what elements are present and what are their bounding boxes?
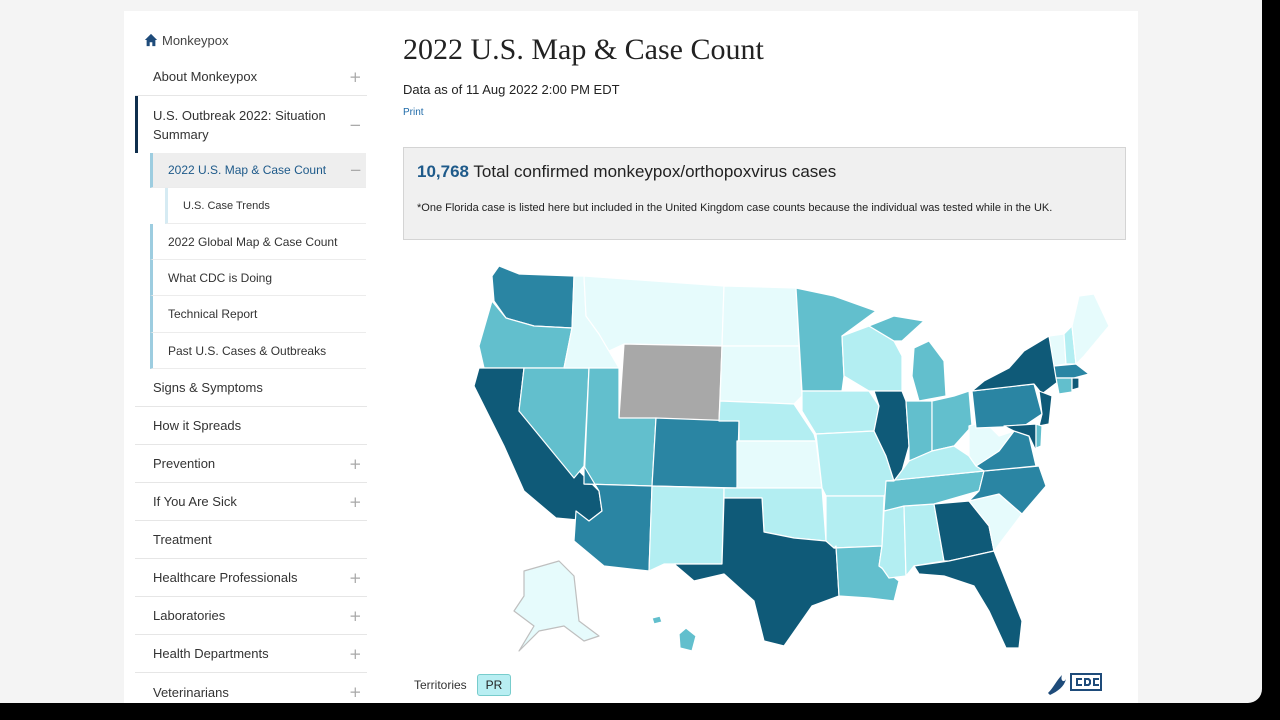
sidebar-item-health-departments[interactable]: Health Departments + bbox=[135, 635, 367, 673]
state-pa[interactable] bbox=[971, 383, 1043, 429]
case-summary-box: 10,768 Total confirmed monkeypox/orthopo… bbox=[403, 147, 1126, 240]
sidebar-subitem-global-map[interactable]: 2022 Global Map & Case Count bbox=[150, 224, 366, 260]
sidebar-item-treatment[interactable]: Treatment bbox=[135, 521, 367, 559]
plus-icon[interactable]: + bbox=[349, 683, 362, 701]
sidebar-subitem-us-map[interactable]: 2022 U.S. Map & Case Count − bbox=[150, 153, 366, 188]
sidebar-item-prevention[interactable]: Prevention + bbox=[135, 445, 367, 483]
state-sd[interactable] bbox=[719, 345, 803, 405]
sidebar-item-label: Health Departments bbox=[153, 646, 269, 661]
sidebar-item-label: If You Are Sick bbox=[153, 494, 237, 509]
sidebar-item-label: What CDC is Doing bbox=[168, 270, 273, 285]
sidebar-item-about[interactable]: About Monkeypox + bbox=[135, 58, 367, 96]
sidebar-item-label: Healthcare Professionals bbox=[153, 570, 298, 585]
sidebar-subitem-technical-report[interactable]: Technical Report bbox=[150, 296, 366, 333]
state-nd[interactable] bbox=[721, 285, 800, 347]
state-ri[interactable] bbox=[1071, 377, 1080, 391]
state-mt[interactable] bbox=[583, 275, 725, 352]
sidebar-subitem-cdc-doing[interactable]: What CDC is Doing bbox=[150, 260, 366, 296]
sidebar-item-veterinarians[interactable]: Veterinarians + bbox=[135, 673, 367, 703]
state-me[interactable] bbox=[1071, 293, 1110, 365]
state-mi[interactable] bbox=[911, 340, 947, 402]
state-ny[interactable] bbox=[971, 335, 1060, 395]
sidebar-item-label: Signs & Symptoms bbox=[153, 380, 263, 395]
plus-icon[interactable]: + bbox=[349, 644, 362, 663]
state-nm[interactable] bbox=[648, 485, 725, 572]
state-wy[interactable] bbox=[618, 343, 723, 422]
sidebar-item-label: Prevention bbox=[153, 456, 216, 471]
sidebar-item-label: 2022 Global Map & Case Count bbox=[168, 234, 338, 249]
sidebar-subitem-case-trends[interactable]: U.S. Case Trends bbox=[165, 188, 366, 224]
sidebar-item-label: Veterinarians bbox=[153, 684, 229, 700]
cdc-logo bbox=[1048, 673, 1102, 695]
sidebar-item-signs-symptoms[interactable]: Signs & Symptoms bbox=[135, 369, 367, 407]
sidebar-item-healthcare[interactable]: Healthcare Professionals + bbox=[135, 559, 367, 597]
us-case-map[interactable] bbox=[424, 256, 1124, 666]
home-icon bbox=[144, 33, 158, 47]
page-title: 2022 U.S. Map & Case Count bbox=[403, 33, 764, 66]
browser-viewport: Monkeypox About Monkeypox + U.S. Outbrea… bbox=[0, 0, 1262, 703]
home-link[interactable]: Monkeypox bbox=[144, 31, 228, 49]
sidebar-item-label: About Monkeypox bbox=[153, 69, 258, 84]
plus-icon[interactable]: + bbox=[349, 492, 362, 511]
plus-icon[interactable]: + bbox=[349, 568, 362, 587]
state-ar[interactable] bbox=[825, 495, 885, 549]
sidebar-item-laboratories[interactable]: Laboratories + bbox=[135, 597, 367, 635]
footnote: *One Florida case is listed here but inc… bbox=[417, 202, 1053, 214]
sidebar-item-label: U.S. Outbreak 2022: Situation Summary bbox=[153, 107, 326, 142]
sidebar-item-label: 2022 U.S. Map & Case Count bbox=[168, 163, 327, 177]
territory-pr-button[interactable]: PR bbox=[477, 674, 511, 696]
print-link[interactable]: Print bbox=[403, 107, 424, 118]
state-tx[interactable] bbox=[673, 497, 840, 647]
total-count: 10,768 bbox=[417, 162, 469, 181]
state-ma[interactable] bbox=[1053, 363, 1090, 379]
state-oh[interactable] bbox=[931, 390, 973, 452]
minus-icon[interactable]: − bbox=[349, 115, 362, 134]
sidebar-item-label: Treatment bbox=[153, 532, 212, 547]
hhs-eagle-icon bbox=[1048, 675, 1066, 695]
plus-icon[interactable]: + bbox=[349, 454, 362, 473]
sidebar-item-label: Laboratories bbox=[153, 608, 226, 623]
state-ct[interactable] bbox=[1055, 377, 1073, 395]
plus-icon[interactable]: + bbox=[349, 67, 362, 86]
state-nj[interactable] bbox=[1038, 390, 1053, 427]
sidebar-item-label: How it Spreads bbox=[153, 418, 242, 433]
state-md[interactable] bbox=[1003, 423, 1037, 452]
state-az[interactable] bbox=[573, 465, 653, 572]
sidebar-item-outbreak-summary[interactable]: U.S. Outbreak 2022: Situation Summary − bbox=[135, 96, 367, 153]
page: Monkeypox About Monkeypox + U.S. Outbrea… bbox=[124, 11, 1138, 703]
sidebar-subitem-past-cases[interactable]: Past U.S. Cases & Outbreaks bbox=[150, 333, 366, 369]
state-co[interactable] bbox=[651, 417, 740, 489]
data-timestamp: Data as of 11 Aug 2022 2:00 PM EDT bbox=[403, 82, 620, 97]
state-hi[interactable] bbox=[678, 627, 697, 652]
total-cases: 10,768 Total confirmed monkeypox/orthopo… bbox=[417, 162, 836, 182]
minus-icon[interactable]: − bbox=[349, 161, 362, 179]
sidebar-item-if-sick[interactable]: If You Are Sick + bbox=[135, 483, 367, 521]
total-label: Total confirmed monkeypox/orthopoxvirus … bbox=[469, 162, 837, 181]
sidebar-item-how-it-spreads[interactable]: How it Spreads bbox=[135, 407, 367, 445]
territories-label: Territories bbox=[414, 678, 467, 692]
sidebar-item-label: Technical Report bbox=[168, 307, 258, 321]
state-in[interactable] bbox=[905, 400, 933, 462]
state-nc[interactable] bbox=[968, 465, 1047, 515]
sidebar-item-label: Past U.S. Cases & Outbreaks bbox=[168, 343, 327, 358]
state-ks[interactable] bbox=[736, 440, 823, 489]
state-fl[interactable] bbox=[913, 550, 1023, 649]
home-label: Monkeypox bbox=[162, 32, 229, 48]
state-hi-islands[interactable] bbox=[651, 615, 663, 625]
state-ak[interactable] bbox=[513, 560, 600, 652]
sidebar-item-label: U.S. Case Trends bbox=[183, 199, 270, 212]
state-ia[interactable] bbox=[801, 390, 880, 435]
state-de[interactable] bbox=[1035, 423, 1043, 449]
state-mi-upper[interactable] bbox=[868, 315, 925, 342]
plus-icon[interactable]: + bbox=[349, 606, 362, 625]
